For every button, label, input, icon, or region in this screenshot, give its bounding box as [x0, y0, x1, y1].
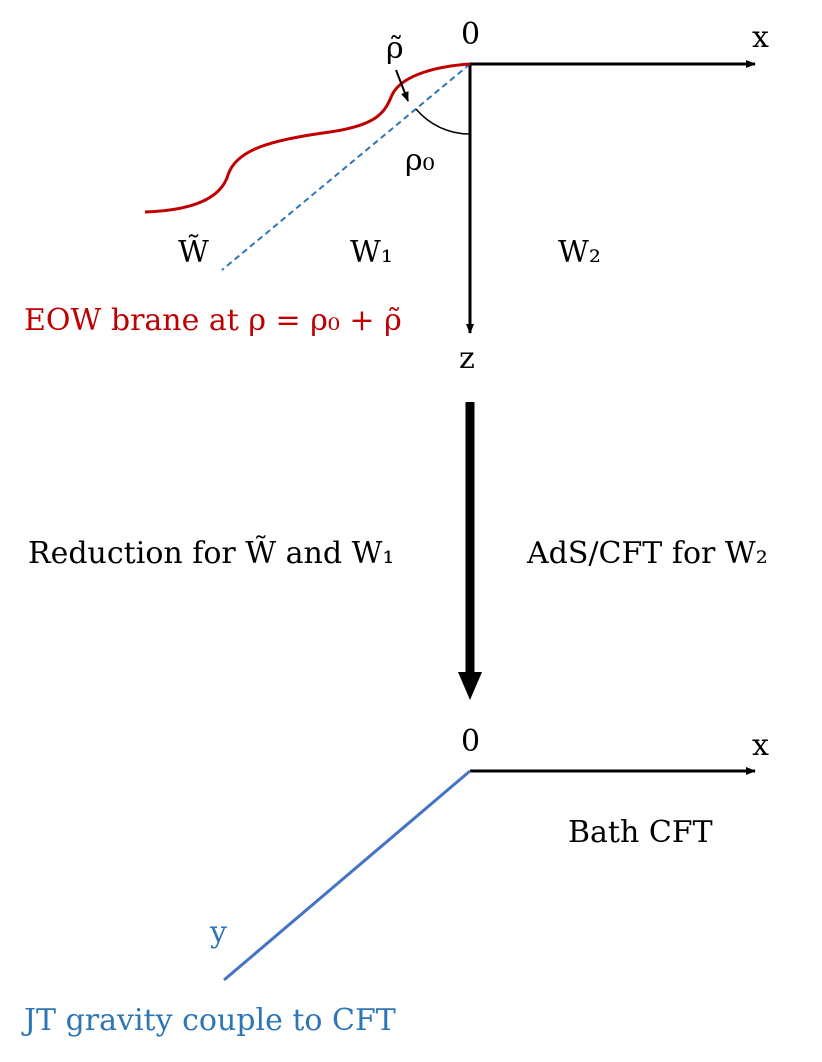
w-tilde-label: W̃ — [178, 235, 209, 270]
x-label: x — [752, 20, 769, 55]
y-label: y — [209, 915, 227, 950]
jt-label: JT gravity couple to CFT — [21, 1003, 396, 1038]
x-label: x — [752, 728, 769, 763]
z-label: z — [459, 341, 475, 376]
angle-arc — [415, 108, 471, 135]
origin-label: 0 — [461, 724, 480, 759]
right-label: AdS/CFT for W₂ — [526, 536, 768, 571]
w1-label: W₁ — [350, 235, 393, 270]
brane-label: EOW brane at ρ = ρ₀ + ρ̃ — [24, 303, 402, 338]
bath-label: Bath CFT — [568, 815, 713, 850]
rho-tilde-label: ρ̃ — [386, 31, 404, 66]
rho-tilde-arrow — [395, 69, 409, 102]
eow-brane — [144, 62, 471, 214]
dashed-brane — [221, 63, 471, 271]
reduction-arrowhead — [458, 672, 482, 700]
rho0-label: ρ₀ — [405, 143, 435, 178]
w2-label: W₂ — [558, 235, 601, 270]
jt-line — [223, 769, 471, 982]
left-label: Reduction for W̃ and W₁ — [28, 536, 394, 571]
origin-label: 0 — [461, 17, 480, 52]
